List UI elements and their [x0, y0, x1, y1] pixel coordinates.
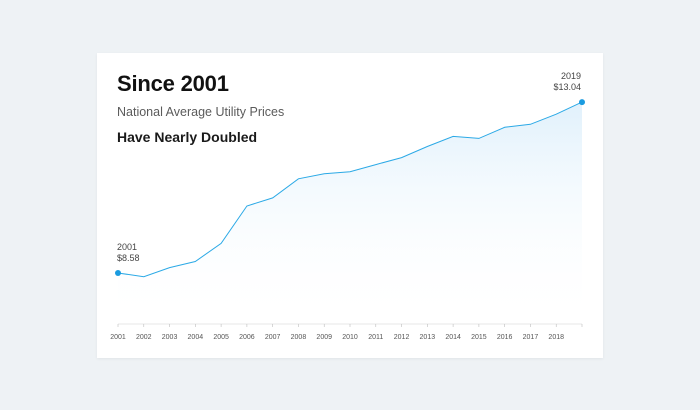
- series-line: [117, 101, 583, 278]
- x-tick-label: 2013: [420, 334, 436, 341]
- x-tick-label: 2003: [162, 334, 178, 341]
- point-layer: [115, 99, 585, 277]
- x-tick-label: 2011: [368, 334, 383, 341]
- x-tick-label: 2017: [523, 334, 539, 341]
- x-tick-label: 2001: [110, 334, 126, 341]
- area-layer: [118, 102, 582, 324]
- endpoint-marker: [115, 270, 121, 277]
- x-tick-label: 2018: [548, 334, 564, 341]
- utility-price-chart: 2001 2002 2003 2004 2005 2006 2007 2008 2009 2010…: [110, 71, 585, 341]
- annotation-layer: 2001$8.58 2019$13.04: [117, 71, 581, 263]
- x-tick-label: 2005: [213, 334, 229, 341]
- x-axis: 2001 2002 2003 2004 2005 2006 2007 2008 2009 2010…: [110, 323, 583, 341]
- x-tick-label: 2004: [188, 334, 204, 341]
- chart-subtitle: National Average Utility Prices: [117, 105, 285, 119]
- endpoint-marker: [579, 99, 585, 106]
- chart-card: Since 2001 National Average Utility Pric…: [97, 53, 603, 358]
- x-tick-label: 2010: [342, 334, 358, 341]
- x-tick-label: 2012: [394, 334, 410, 341]
- annotation-year: 2019: [561, 71, 581, 81]
- x-tick-label: 2009: [316, 334, 332, 341]
- annotation-value: $13.04: [553, 82, 581, 92]
- annotation-value: $8.58: [117, 253, 140, 263]
- x-tick-label: 2007: [265, 334, 281, 341]
- chart-title: Since 2001: [117, 71, 229, 96]
- annotation-year: 2001: [117, 242, 137, 252]
- x-tick-label: 2014: [445, 334, 461, 341]
- x-tick-label: 2008: [291, 334, 307, 341]
- x-tick-label: 2016: [497, 334, 513, 341]
- x-tick-label: 2002: [136, 334, 152, 341]
- line-layer: [117, 101, 583, 278]
- area-fill: [118, 102, 582, 324]
- x-tick-label: 2015: [471, 334, 487, 341]
- chart-subhead: Have Nearly Doubled: [117, 129, 258, 145]
- x-tick-label: 2006: [239, 334, 255, 341]
